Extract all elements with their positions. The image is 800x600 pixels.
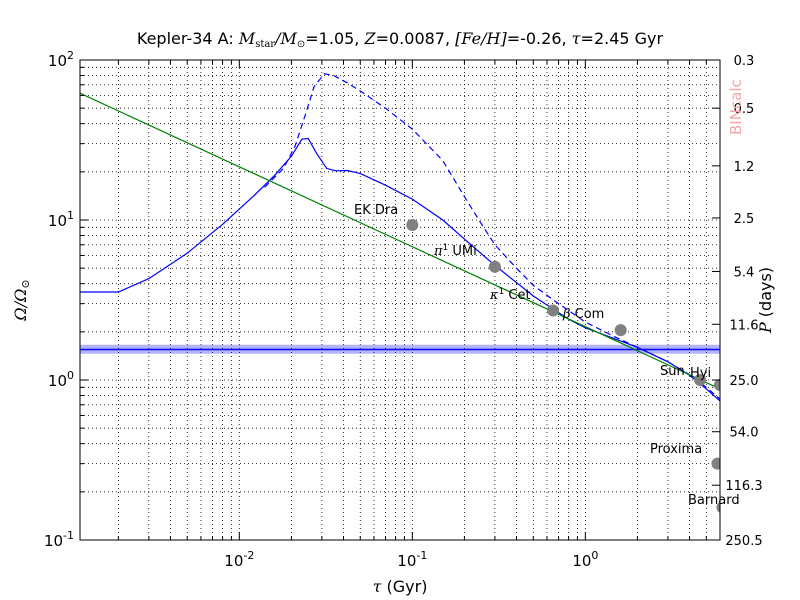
right-tick-label: 2.5 xyxy=(734,212,755,227)
star-point-5 xyxy=(714,379,720,392)
right-tick-label: 11.6 xyxy=(730,318,759,333)
stars-group xyxy=(406,219,720,513)
y-tick-exp: 1 xyxy=(67,209,74,222)
star-point-6 xyxy=(711,457,720,470)
x-tick-base: 10 xyxy=(397,552,416,570)
x-tick-label: 10-2 xyxy=(224,549,254,570)
title-part-m: M xyxy=(238,29,256,48)
x-tick-exp: 0 xyxy=(591,549,598,562)
title-part-star-sub: star xyxy=(255,39,275,50)
y-tick-base: 10 xyxy=(48,52,67,70)
title-part-z: Z xyxy=(363,29,376,48)
star-label-5: Hyi xyxy=(690,366,711,381)
y-axis-label-omega: Ω/Ω xyxy=(11,289,30,322)
x-tick-label: 100 xyxy=(572,549,598,570)
series-group xyxy=(80,73,720,402)
star-label-3: β Com xyxy=(562,307,604,322)
star-label-7: Barnard xyxy=(688,493,740,508)
star-label-part: 1 xyxy=(499,287,505,297)
chart-title: Kepler-34 A: Mstar/M⊙=1.05, Z=0.0087, [F… xyxy=(137,29,664,50)
star-label-1: π1 UMi xyxy=(433,243,477,259)
series-line-1 xyxy=(264,73,720,400)
star-label-part: 1 xyxy=(443,243,449,253)
title-part-age: =2.45 Gyr xyxy=(581,29,664,48)
y-tick-base: 10 xyxy=(48,212,67,230)
star-label-part: EK Dra xyxy=(354,203,398,218)
right-tick-label: 5.4 xyxy=(734,265,755,280)
star-label-6: Proxima xyxy=(650,442,702,457)
star-point-7 xyxy=(716,501,720,513)
y-tick-exp: 0 xyxy=(67,369,74,382)
y-tick-base: 10 xyxy=(48,372,67,390)
title-part-mass: =1.05, xyxy=(305,29,364,48)
star-label-part: Com xyxy=(571,307,605,322)
title-part-feh: [Fe/H] xyxy=(455,29,507,48)
x-tick-base: 10 xyxy=(572,552,591,570)
y2-axis-label-p: P xyxy=(756,322,775,334)
right-tick-label: 116.3 xyxy=(725,479,762,494)
title-part-tau: τ xyxy=(572,29,582,48)
star-label-4: Sun xyxy=(660,364,685,379)
star-label-part: Barnard xyxy=(688,493,740,508)
title-part-sun-sub: ⊙ xyxy=(297,39,305,50)
y-tick-label: 10-1 xyxy=(44,529,74,550)
star-label-part: Cet xyxy=(504,288,530,303)
y-axis-label: Ω/Ω⊙ xyxy=(11,279,32,321)
y-tick-base: 10 xyxy=(44,532,63,550)
right-tick-label: 54.0 xyxy=(730,426,759,441)
star-point-1 xyxy=(488,260,501,273)
grid xyxy=(80,59,721,541)
series-line-0 xyxy=(80,137,720,402)
star-label-0: EK Dra xyxy=(354,203,398,218)
right-tick-label: 0.3 xyxy=(734,54,755,69)
x-axis-label: τ (Gyr) xyxy=(373,577,428,596)
x-tick-exp: -2 xyxy=(243,549,254,562)
star-label-part: Proxima xyxy=(650,442,702,457)
star-label-2: κ1 Cet xyxy=(489,287,531,303)
x-tick-base: 10 xyxy=(224,552,243,570)
y-tick-exp: 2 xyxy=(67,49,74,62)
right-tick-label: 0.5 xyxy=(734,102,755,117)
y2-axis-label-unit: (days) xyxy=(756,267,775,322)
star-label-part: κ xyxy=(489,288,499,303)
series-line-2 xyxy=(80,92,720,390)
y2-axis-label: P (days) xyxy=(756,267,775,334)
y-tick-label: 100 xyxy=(48,369,74,390)
plot-frame xyxy=(79,59,721,541)
star-point-4 xyxy=(694,374,707,386)
title-part-zval: =0.0087, xyxy=(376,29,456,48)
y-tick-exp: -1 xyxy=(63,529,74,542)
right-tick-label: 25.0 xyxy=(730,374,759,389)
star-point-2 xyxy=(546,304,559,317)
right-tick-label: 250.5 xyxy=(725,534,762,549)
title-part-msun: /M xyxy=(273,29,297,48)
watermark: BINcalc xyxy=(727,79,745,135)
star-point-3 xyxy=(614,324,627,337)
star-label-part: Hyi xyxy=(690,366,711,381)
y-tick-label: 102 xyxy=(48,49,74,70)
x-axis-label-tau: τ xyxy=(373,577,383,596)
right-tick-label: 1.2 xyxy=(734,160,755,175)
title-part-fehval: =-0.26, xyxy=(507,29,572,48)
period-band xyxy=(80,344,720,354)
star-label-part: Sun xyxy=(660,364,685,379)
y-axis-label-sun: ⊙ xyxy=(19,279,32,288)
star-label-part: π xyxy=(433,244,443,259)
y-tick-label: 101 xyxy=(48,209,74,230)
title-part-star: Kepler-34 A: xyxy=(137,29,239,48)
star-label-part: β xyxy=(562,307,571,322)
star-point-0 xyxy=(406,219,419,232)
x-tick-exp: -1 xyxy=(416,549,427,562)
star-label-part: UMi xyxy=(448,244,476,259)
x-tick-label: 10-1 xyxy=(397,549,427,570)
x-axis-label-unit: (Gyr) xyxy=(381,577,427,596)
